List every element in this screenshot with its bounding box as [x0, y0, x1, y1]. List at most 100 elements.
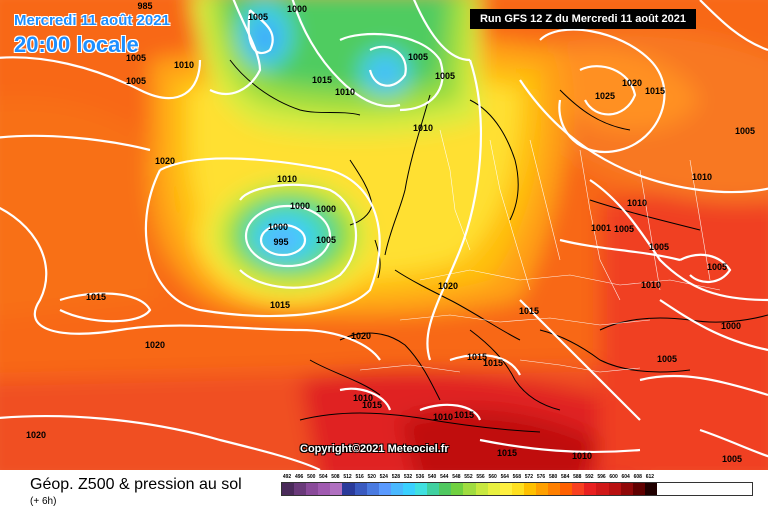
legend-label: 492	[282, 474, 292, 480]
legend-swatch	[378, 483, 391, 495]
isobar-label: 1015	[519, 306, 539, 316]
isobar-label: 1020	[26, 430, 46, 440]
isobar-label: 1010	[353, 393, 373, 403]
isobar-label: 1020	[351, 331, 371, 341]
legend-label: 524	[379, 474, 388, 480]
legend-swatch	[620, 483, 633, 495]
legend-swatch	[475, 483, 488, 495]
legend-swatch	[402, 483, 416, 495]
legend-label: 596	[597, 474, 606, 480]
isobar-label: 1010	[572, 451, 592, 461]
legend-label: 528	[391, 474, 401, 480]
legend-swatch	[535, 483, 549, 495]
isobar-label: 1000	[721, 321, 741, 331]
legend-label: 516	[355, 474, 364, 480]
legend-swatch	[644, 483, 657, 495]
legend-swatch	[439, 483, 452, 495]
isobar-label: 1010	[627, 198, 647, 208]
legend-swatch	[523, 483, 536, 495]
legend-label: 508	[331, 474, 340, 480]
borders	[359, 129, 721, 373]
isobar-label: 1010	[692, 172, 712, 182]
isobar-labels: 9851005100010051010100510051005101510101…	[26, 1, 755, 464]
legend-label: 608	[633, 474, 642, 480]
legend-label: 532	[403, 474, 413, 480]
legend-label: 564	[500, 474, 509, 480]
legend-swatch	[330, 483, 343, 495]
isobar-label: 1010	[277, 174, 297, 184]
color-legend: 492 496 500 504 508 512 516 520 524 528 532 536 540 5…	[281, 474, 753, 496]
legend-label: 520	[367, 474, 376, 480]
legend-label: 580	[548, 474, 558, 480]
isobar-label: 1000	[316, 204, 336, 214]
legend-swatch	[366, 483, 379, 495]
isobar-label: 1020	[622, 78, 642, 88]
legend-swatch	[632, 483, 645, 495]
legend-swatch	[511, 483, 524, 495]
geopotential-field: 9851005100010051010100510051005101510101…	[0, 0, 768, 470]
legend-label: 612	[645, 474, 655, 480]
forecast-time: 20:00 locale	[14, 32, 139, 57]
legend-swatch	[294, 483, 307, 495]
isobar-label: 1020	[155, 156, 175, 166]
legend-swatch	[427, 483, 440, 495]
isobar-label: 1005	[408, 52, 428, 62]
isobar-label: 1005	[316, 235, 336, 245]
legend-swatch	[463, 483, 476, 495]
legend-swatch	[608, 483, 621, 495]
isobar-label: 1000	[287, 4, 307, 14]
legend-label: 588	[573, 474, 582, 480]
isobar-label: 995	[273, 237, 288, 247]
legend-label: 544	[440, 474, 449, 480]
isobar-label: 1015	[467, 352, 487, 362]
legend-swatch	[390, 483, 403, 495]
isobar-label: 1001	[591, 223, 611, 233]
isobar-label: 1015	[312, 75, 332, 85]
isobar-label: 1010	[335, 87, 355, 97]
isobar-label: 1020	[145, 340, 165, 350]
forecast-offset: (+ 6h)	[30, 496, 57, 507]
legend-swatch	[596, 483, 609, 495]
legend-label: 548	[452, 474, 461, 480]
legend-label: 504	[319, 474, 328, 480]
isobar-label: 1000	[290, 201, 310, 211]
legend-label: 600	[609, 474, 618, 480]
isobar-label: 1000	[268, 222, 288, 232]
isobar-label: 1015	[86, 292, 106, 302]
isobar-label: 1015	[483, 358, 503, 368]
legend-swatch	[499, 483, 512, 495]
isobar-label: 1015	[362, 400, 382, 410]
forecast-date: Mercredi 11 août 2021	[14, 12, 170, 29]
legend-swatch	[282, 483, 295, 495]
isobar-label: 1005	[248, 12, 268, 22]
parameter-title: Géop. Z500 & pression au sol	[30, 476, 242, 493]
isobar-label: 985	[137, 1, 152, 11]
legend-swatch	[548, 483, 561, 495]
legend-label: 560	[488, 474, 497, 480]
legend-label: 496	[294, 474, 304, 480]
legend-labels: 492 496 500 504 508 512 516 520 524 528 532 536 540 5…	[281, 474, 753, 480]
isobar-label: 1015	[645, 86, 665, 96]
legend-label: 572	[524, 474, 534, 480]
legend-swatch	[306, 483, 319, 495]
isobar-label: 1010	[641, 280, 661, 290]
isobar-label: 1005	[126, 76, 146, 86]
isobar-label: 1005	[707, 262, 727, 272]
isobar-label: 1010	[413, 123, 433, 133]
legend-swatch	[584, 483, 597, 495]
legend-swatch	[318, 483, 331, 495]
legend-swatch	[342, 483, 355, 495]
legend-label: 584	[561, 474, 570, 480]
legend-swatch	[451, 483, 464, 495]
legend-label: 500	[307, 474, 316, 480]
isobar-label: 1020	[438, 281, 458, 291]
isobar-label: 1015	[454, 410, 474, 420]
legend-label: 552	[464, 474, 473, 480]
isobar-label: 1005	[614, 224, 634, 234]
legend-label: 556	[476, 474, 485, 480]
legend-label: 536	[415, 474, 425, 480]
isobar-label: 1015	[497, 448, 517, 458]
legend-label: 576	[536, 474, 546, 480]
isobar-label: 1005	[126, 53, 146, 63]
isobar-label: 1005	[722, 454, 742, 464]
